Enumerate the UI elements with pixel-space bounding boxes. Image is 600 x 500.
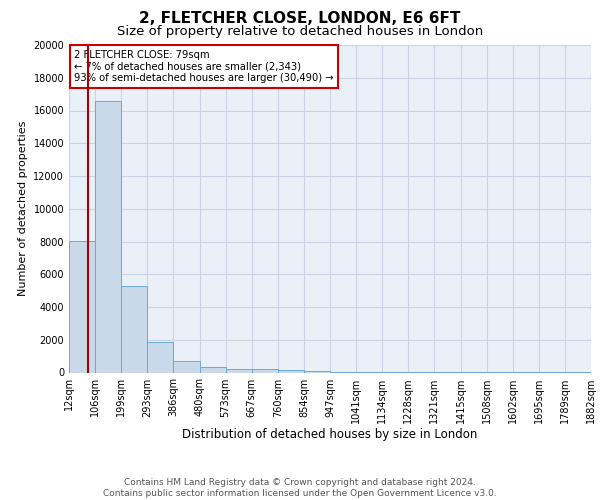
Bar [173,361,199,372]
Text: Contains HM Land Registry data © Crown copyright and database right 2024.
Contai: Contains HM Land Registry data © Crown c… [103,478,497,498]
Bar [199,368,226,372]
Y-axis label: Number of detached properties: Number of detached properties [18,121,28,296]
Bar [69,240,95,372]
Bar [304,370,330,372]
Text: Size of property relative to detached houses in London: Size of property relative to detached ho… [117,25,483,38]
Bar [95,100,121,372]
Bar [121,286,148,372]
Bar [278,370,304,372]
Text: 2 FLETCHER CLOSE: 79sqm
← 7% of detached houses are smaller (2,343)
93% of semi-: 2 FLETCHER CLOSE: 79sqm ← 7% of detached… [74,50,334,83]
Bar [226,369,252,372]
X-axis label: Distribution of detached houses by size in London: Distribution of detached houses by size … [182,428,478,442]
Bar [252,369,278,372]
Text: 2, FLETCHER CLOSE, LONDON, E6 6FT: 2, FLETCHER CLOSE, LONDON, E6 6FT [139,11,461,26]
Bar [148,342,173,372]
